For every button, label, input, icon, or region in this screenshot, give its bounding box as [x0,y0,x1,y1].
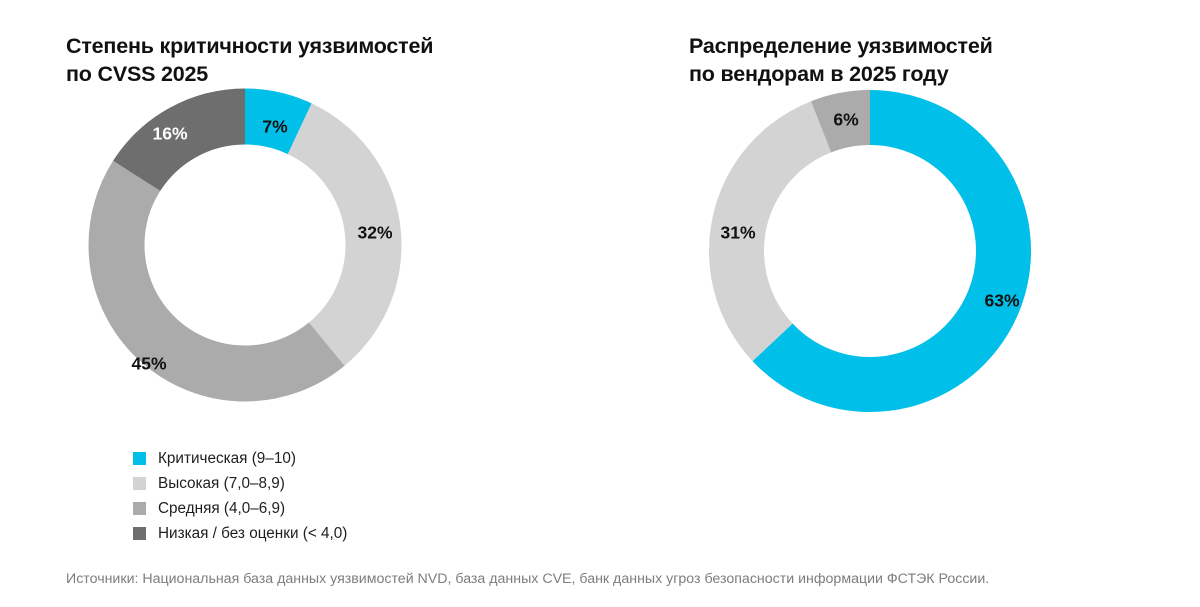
donut-chart-vendors: 63% 31% 6% [705,86,1035,416]
donut-slice-high [88,88,402,402]
chart-panel-cvss: Степень критичности уязвимостей по CVSS … [0,0,600,552]
legend-swatch-icon-critical [133,452,146,465]
donut-label-medium: 45% [131,354,166,374]
page-title-cvss: Степень критичности уязвимостей по CVSS … [66,33,434,87]
legend-label-high: Высокая (7,0–8,9) [158,474,285,492]
donut-label-high: 32% [357,223,392,243]
donut-label-microsoft: 63% [984,291,1019,311]
legend-cvss: Критическая (9–10) Высокая (7,0–8,9) Сре… [133,446,347,546]
donut-svg-cvss: 7% 32% 45% 16% [88,88,402,402]
legend-item-critical[interactable]: Критическая (9–10) [133,446,347,471]
donut-svg-vendors: 63% 31% 6% [709,90,1031,412]
donut-slice-medium [88,88,402,402]
legend-label-critical: Критическая (9–10) [158,449,296,467]
donut-chart-cvss: 7% 32% 45% 16% [84,84,406,406]
donut-label-low: 16% [152,124,187,144]
donut-slice-archivers [709,90,1031,412]
legend-label-low: Низкая / без оценки (< 4,0) [158,524,348,542]
legend-swatch-icon-high [133,477,146,490]
chart-panel-vendors: Распределение уязвимостей по вендорам в … [600,0,1200,552]
legend-swatch-icon-low [133,527,146,540]
legend-item-low[interactable]: Низкая / без оценки (< 4,0) [133,521,347,546]
donut-slice-bitrix [709,90,1031,412]
legend-swatch-icon-medium [133,502,146,515]
page-title-vendors: Распределение уязвимостей по вендорам в … [689,33,993,87]
legend-label-medium: Средняя (4,0–6,9) [158,499,286,517]
source-note: Источники: Национальная база данных уязв… [66,571,990,587]
legend-item-high[interactable]: Высокая (7,0–8,9) [133,471,347,496]
donut-label-archivers: 31% [720,223,755,243]
donut-label-bitrix: 6% [833,110,859,130]
donut-slice-low [88,88,402,402]
donut-label-critical: 7% [262,117,288,137]
legend-item-medium[interactable]: Средняя (4,0–6,9) [133,496,347,521]
